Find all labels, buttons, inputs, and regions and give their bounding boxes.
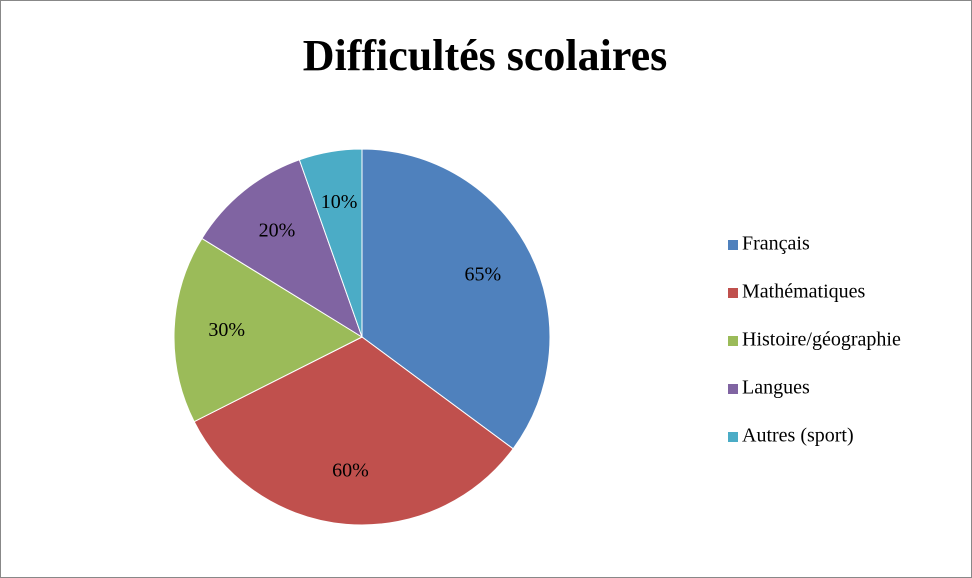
data-label: 30% <box>208 319 245 341</box>
chart-title: Difficultés scolaires <box>303 31 668 80</box>
legend-label: Histoire/géographie <box>742 329 901 351</box>
legend-label: Autres (sport) <box>742 425 854 447</box>
pie-slice <box>361 148 551 450</box>
pie-slice <box>201 159 363 339</box>
legend-label: Français <box>742 233 810 255</box>
data-label: 10% <box>321 191 358 213</box>
legend-swatch <box>728 336 738 346</box>
data-label: 20% <box>259 219 296 241</box>
legend-swatch <box>728 288 738 298</box>
legend-swatch <box>728 240 738 250</box>
pie-slice <box>298 148 363 338</box>
legend-label: Mathématiques <box>742 281 866 303</box>
legend-swatch <box>728 384 738 394</box>
data-label: 60% <box>332 459 369 481</box>
legend-label: Langues <box>742 377 810 399</box>
legend-swatch <box>728 432 738 442</box>
pie-slice <box>193 336 514 526</box>
pie-slice <box>173 237 364 423</box>
data-label: 65% <box>465 264 502 286</box>
